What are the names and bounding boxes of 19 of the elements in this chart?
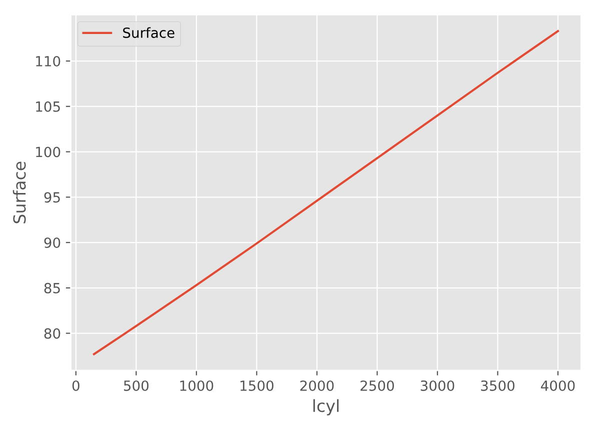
y-tick-label: 110 — [36, 56, 60, 66]
x-tick-label: 3500 — [481, 380, 514, 391]
y-tick-label: 95 — [44, 192, 60, 203]
x-tick-label: 1500 — [240, 380, 274, 391]
x-tick-label: 2000 — [300, 380, 334, 391]
x-tick-label: 1000 — [180, 380, 214, 391]
y-tick-label: 105 — [36, 101, 60, 112]
x-tick-label: 4000 — [540, 380, 575, 391]
legend-label: Surface — [123, 27, 174, 38]
y-tick-label: 90 — [44, 237, 60, 248]
y-tick-label: 100 — [36, 146, 60, 158]
y-tick-label: 80 — [44, 328, 60, 339]
x-tick-label: 3000 — [420, 380, 454, 391]
x-tick-label: 2500 — [360, 380, 394, 391]
x-axis-title: lcyl — [313, 399, 339, 416]
x-tick-label: 0 — [72, 380, 80, 391]
y-tick-label: 85 — [44, 282, 60, 294]
x-tick-label: 500 — [124, 380, 149, 391]
y-axis-title: Surface — [12, 162, 26, 224]
